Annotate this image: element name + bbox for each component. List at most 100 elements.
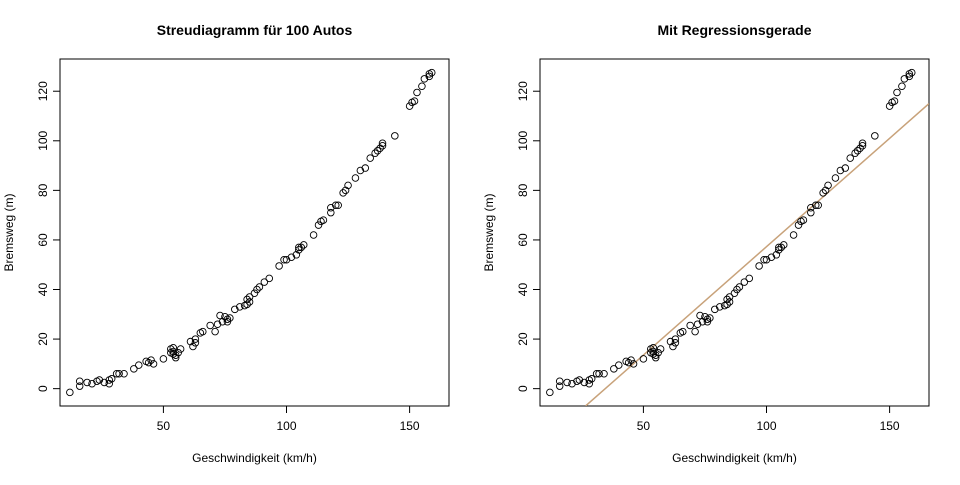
right-y-tick-label: 40	[516, 283, 530, 297]
right-data-point	[671, 335, 680, 343]
right-data-point	[760, 256, 768, 264]
left-y-tick-label: 0	[36, 385, 50, 392]
left-data-point	[144, 358, 153, 367]
right-data-point	[725, 293, 734, 301]
left-data-point	[130, 365, 138, 373]
left-data-point	[75, 382, 84, 390]
right-data-point	[740, 278, 749, 286]
left-data-point	[373, 146, 382, 155]
right-data-point	[858, 139, 867, 148]
right-data-point	[575, 376, 584, 384]
left-chart-title: Streudiagramm für 100 Autos	[157, 22, 353, 38]
right-data-point	[701, 313, 709, 321]
left-data-point	[245, 298, 254, 306]
left-data-point	[255, 283, 264, 291]
right-data-point	[629, 360, 638, 368]
left-data-point	[378, 141, 387, 150]
right-data-point	[794, 221, 803, 229]
left-y-tick-label: 20	[36, 332, 50, 346]
right-data-point	[669, 342, 677, 351]
left-data-point	[213, 320, 222, 328]
left-data-point	[100, 378, 109, 387]
left-data-point	[243, 300, 251, 309]
left-data-point	[344, 181, 352, 190]
left-data-point	[275, 262, 283, 270]
right-data-point	[777, 243, 786, 252]
right-data-point	[807, 203, 815, 212]
left-data-point	[287, 253, 296, 262]
right-data-point	[871, 132, 879, 140]
left-data-point	[366, 154, 374, 162]
left-y-tick-label: 120	[36, 81, 50, 101]
left-data-point	[88, 379, 96, 388]
right-data-point	[767, 253, 776, 262]
right-data-point	[821, 186, 830, 195]
right-data-point	[755, 262, 763, 270]
right-data-point	[711, 305, 719, 314]
left-data-point	[231, 305, 239, 314]
left-data-point	[327, 208, 335, 217]
right-x-axis-label: Geschwindigkeit (km/h)	[672, 451, 797, 465]
left-data-point	[334, 201, 342, 209]
right-data-point	[568, 379, 576, 388]
left-data-point	[235, 303, 244, 311]
right-data-point	[696, 311, 704, 320]
left-data-point	[83, 378, 91, 387]
right-data-point	[772, 251, 781, 259]
left-data-point	[75, 377, 84, 385]
left-data-point	[149, 360, 158, 368]
left-data-point	[66, 388, 74, 397]
left-data-point	[206, 321, 214, 330]
left-data-point	[327, 203, 335, 212]
right-data-point	[555, 382, 564, 390]
left-data-point	[314, 221, 323, 229]
left-data-point	[282, 256, 291, 264]
right-data-point	[706, 314, 714, 322]
left-plot-frame	[59, 58, 450, 407]
right-data-point	[649, 344, 658, 352]
right-data-point	[595, 370, 603, 378]
right-data-point	[698, 317, 707, 326]
left-data-point	[169, 344, 178, 352]
right-data-point	[824, 181, 832, 190]
right-data-point	[814, 201, 822, 209]
right-data-point	[836, 166, 845, 175]
left-data-point	[309, 231, 318, 239]
right-data-point	[610, 365, 618, 373]
left-data-point	[191, 339, 200, 347]
right-data-point	[654, 348, 662, 357]
left-data-point	[378, 139, 387, 148]
right-data-point	[745, 274, 754, 283]
right-data-point	[735, 283, 744, 291]
right-data-point	[679, 327, 687, 336]
left-data-point	[174, 348, 182, 357]
left-data-point	[221, 313, 229, 321]
right-data-point	[723, 295, 731, 304]
right-data-point	[885, 102, 894, 110]
left-data-point	[371, 149, 379, 157]
right-y-tick-label: 0	[516, 385, 530, 392]
left-data-point	[159, 355, 168, 363]
left-data-point	[169, 347, 178, 356]
right-data-point	[900, 75, 909, 83]
left-data-point	[223, 317, 232, 326]
left-y-axis-label: Bremsweg (m)	[2, 193, 16, 271]
right-data-point	[890, 97, 899, 105]
right-data-point	[811, 201, 820, 209]
left-data-point	[186, 337, 195, 346]
right-x-tick-label: 50	[637, 419, 651, 433]
right-data-point	[819, 189, 827, 197]
right-data-point	[853, 146, 862, 155]
left-data-point	[351, 174, 360, 182]
left-y-tick-label: 40	[36, 283, 50, 297]
right-data-point	[898, 82, 906, 91]
right-data-point	[762, 256, 771, 264]
left-data-point	[295, 243, 303, 252]
left-data-point	[245, 293, 254, 301]
left-data-point	[331, 201, 340, 209]
right-data-point	[649, 347, 658, 356]
right-data-point	[585, 379, 593, 388]
left-data-point	[280, 256, 288, 264]
